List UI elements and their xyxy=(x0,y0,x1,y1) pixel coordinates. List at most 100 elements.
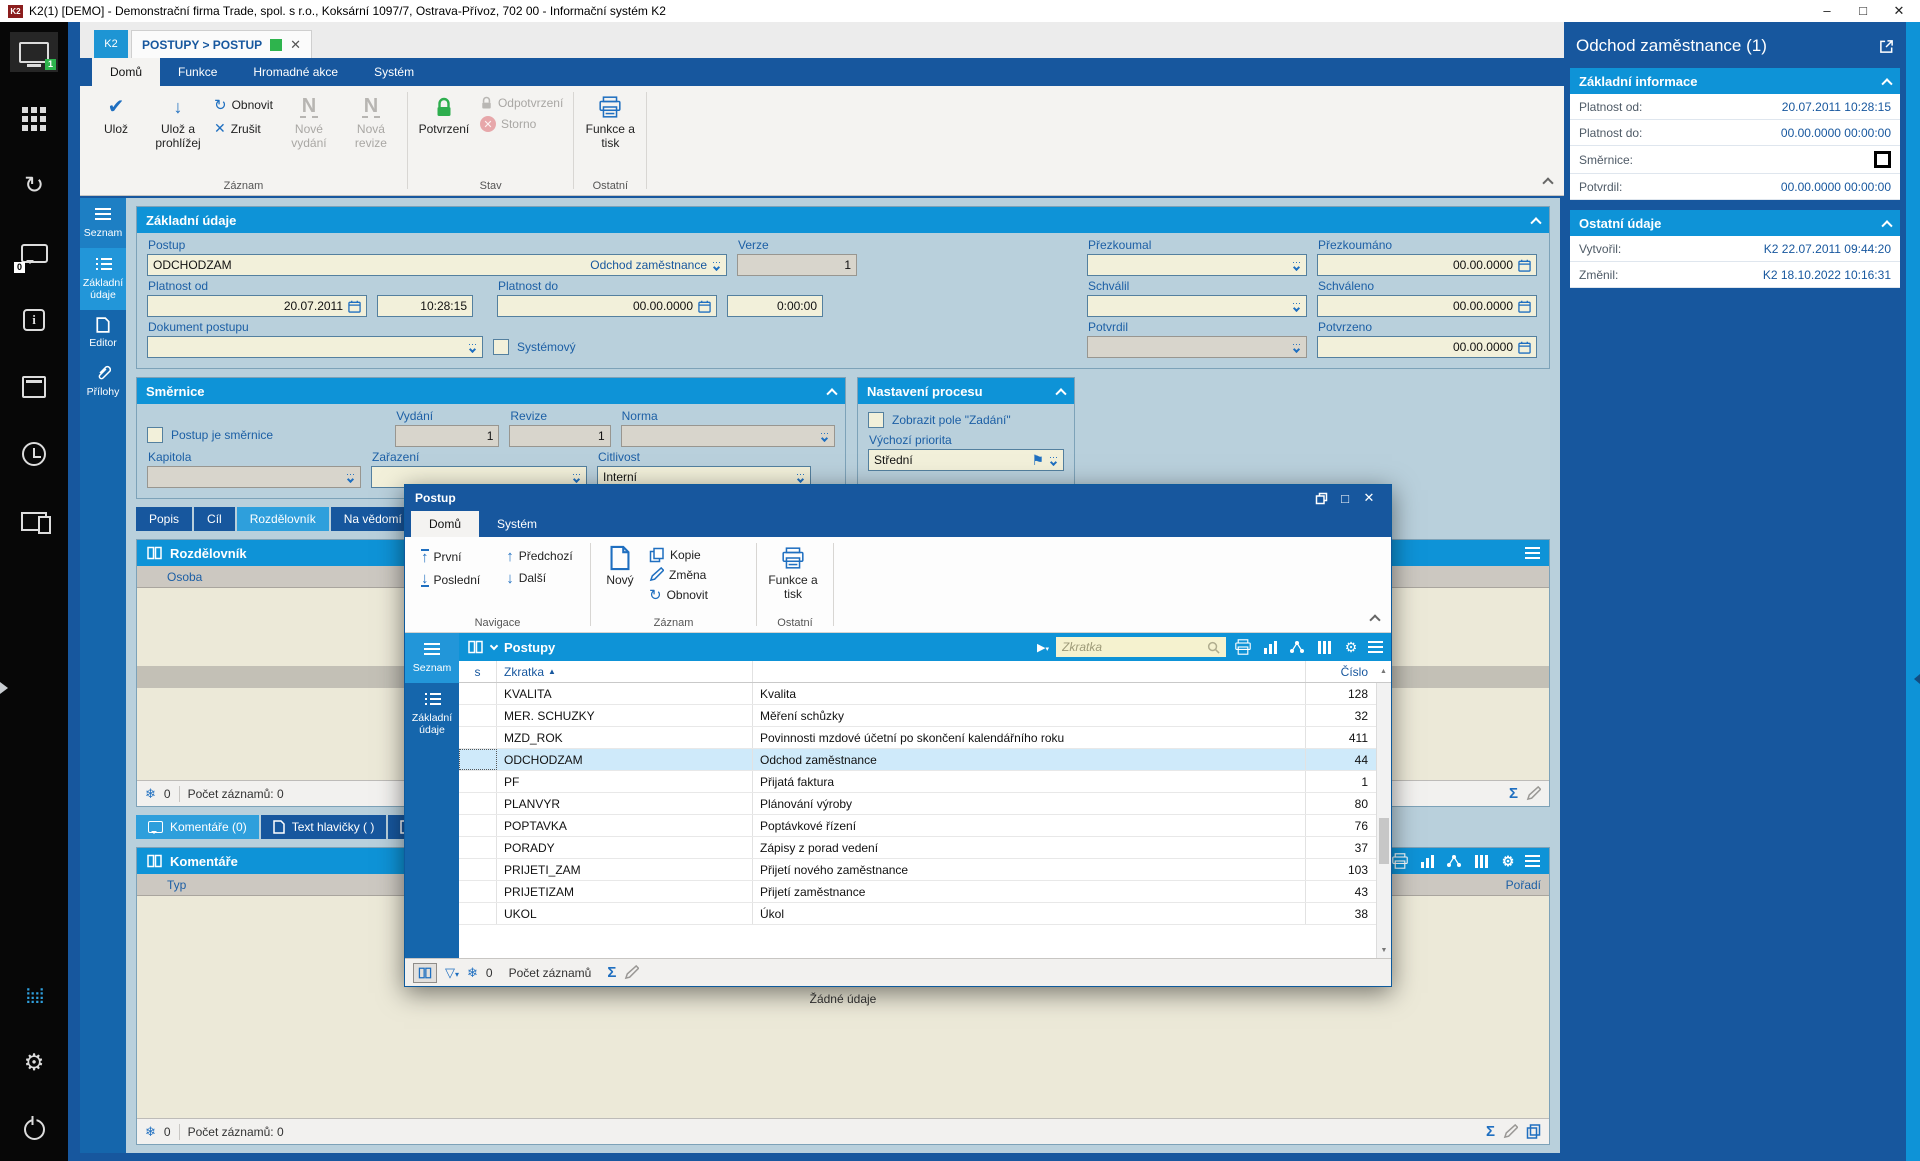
snowflake-icon[interactable]: ❄ xyxy=(145,785,156,801)
zobrazit-pole-zadani-checkbox[interactable] xyxy=(868,412,884,428)
tab-postupy-postup[interactable]: POSTUPY > POSTUP ✕ xyxy=(131,30,313,58)
expand-panel-arrow-icon[interactable] xyxy=(0,682,14,694)
table-row[interactable]: KVALITA Kvalita 128 xyxy=(459,683,1376,705)
search-box[interactable] xyxy=(1056,637,1226,657)
edit-icon[interactable] xyxy=(624,965,640,980)
dialog-nav-seznam[interactable]: Seznam xyxy=(405,633,459,684)
calendar-picker-icon[interactable] xyxy=(1518,341,1531,354)
ribbon-tab-hromadne-akce[interactable]: Hromadné akce xyxy=(253,65,339,79)
tab-text-hlavicky[interactable]: Text hlavičky ( ) xyxy=(260,815,387,839)
platnost-do-date-input[interactable]: 00.00.0000 xyxy=(497,295,717,317)
functions-print-button[interactable]: Funkce a tisk xyxy=(763,541,823,602)
platnost-od-date-input[interactable]: 20.07.2011 xyxy=(147,295,367,317)
tab-popis[interactable]: Popis xyxy=(136,507,193,531)
collapse-panel-icon[interactable] xyxy=(1530,217,1542,229)
new-issue-button[interactable]: N Nové vydání xyxy=(291,95,327,150)
calendar-picker-icon[interactable] xyxy=(1518,300,1531,313)
dropdown-icon[interactable]: ⋯ xyxy=(1292,299,1301,313)
new-revision-button[interactable]: N Nová revize xyxy=(354,95,387,150)
nav-item-seznam[interactable]: Seznam xyxy=(80,198,126,249)
dropdown-icon[interactable]: ⋯ xyxy=(712,258,721,272)
collapse-ribbon-icon[interactable] xyxy=(1369,614,1381,626)
dropdown-icon[interactable]: ⋯ xyxy=(820,429,829,443)
sidebar-item-desktop[interactable]: 1 xyxy=(10,32,58,72)
postup-input[interactable]: ODCHODZAM Odchod zaměstnance ⋯ xyxy=(147,254,727,276)
relations-icon[interactable] xyxy=(1444,852,1464,870)
change-button[interactable]: Změna xyxy=(649,567,708,582)
dropdown-icon[interactable]: ⋯ xyxy=(572,470,581,484)
potvrdil-input[interactable]: ⋯ xyxy=(1087,336,1307,358)
table-row-selected[interactable]: ODCHODZAM Odchod zaměstnance 44 xyxy=(459,749,1376,771)
sidebar-item-calendar[interactable] xyxy=(10,367,58,407)
calendar-picker-icon[interactable] xyxy=(348,300,361,313)
close-button[interactable]: ✕ xyxy=(1893,3,1905,18)
dialog-tab-domu[interactable]: Domů xyxy=(411,511,480,537)
collapse-section-icon[interactable] xyxy=(1881,78,1893,90)
kapitola-input[interactable]: ⋯ xyxy=(147,466,361,488)
potvrzeno-input[interactable]: 00.00.0000 xyxy=(1317,336,1537,358)
nav-item-zakladni-udaje[interactable]: Základní údaje xyxy=(80,248,126,311)
sidebar-item-devices[interactable] xyxy=(10,501,58,541)
dropdown-icon[interactable]: ⋯ xyxy=(468,340,477,354)
schvaleno-input[interactable]: 00.00.0000 xyxy=(1317,295,1537,317)
dokument-postupu-input[interactable]: ⋯ xyxy=(147,336,483,358)
sum-icon[interactable]: Σ xyxy=(1485,1123,1495,1140)
sidebar-item-k2-logo[interactable]: ⣷⣾ xyxy=(10,975,58,1015)
sidebar-item-modules[interactable] xyxy=(10,99,58,139)
table-row[interactable]: MZD_ROK Povinnosti mzdové účetní po skonč… xyxy=(459,727,1376,749)
print-icon[interactable] xyxy=(1233,638,1253,656)
functions-print-button[interactable]: Funkce a tisk xyxy=(580,90,640,151)
columns-icon[interactable] xyxy=(1471,852,1491,870)
sidebar-item-settings[interactable]: ⚙ xyxy=(10,1042,58,1082)
right-edge-strip[interactable] xyxy=(1906,22,1920,1161)
table-row[interactable]: PRIJETIZAM Přijetí zaměstnance 43 xyxy=(459,881,1376,903)
vychozi-priorita-input[interactable]: Střední ⚑ ⋯ xyxy=(868,449,1064,471)
minimize-button[interactable]: – xyxy=(1823,3,1831,18)
sidebar-item-time[interactable] xyxy=(10,434,58,474)
dialog-titlebar[interactable]: Postup □ ✕ xyxy=(405,485,1391,511)
dropdown-icon[interactable]: ⋯ xyxy=(1049,453,1058,467)
collapse-panel-icon[interactable] xyxy=(1055,388,1067,400)
collapse-section-icon[interactable] xyxy=(1881,220,1893,232)
columns-icon[interactable] xyxy=(1314,638,1334,656)
sidebar-item-messages[interactable]: 0 xyxy=(10,233,58,273)
confirm-button[interactable]: Potvrzení xyxy=(414,90,474,137)
postup-je-smernice-checkbox[interactable] xyxy=(147,427,163,443)
collapse-panel-arrow-icon[interactable] xyxy=(1909,674,1920,684)
search-input[interactable] xyxy=(1062,640,1203,654)
platnost-od-time-input[interactable]: 10:28:15 xyxy=(377,295,473,317)
print-icon[interactable] xyxy=(1390,852,1410,870)
table-row[interactable]: PORADY Zápisy z porad vedení 37 xyxy=(459,837,1376,859)
tab-rozdelovnik[interactable]: Rozdělovník xyxy=(236,507,329,531)
open-external-icon[interactable] xyxy=(1879,39,1894,54)
column-zkratka[interactable]: Zkratka ▲ xyxy=(497,661,753,682)
last-button[interactable]: ↓ Poslední xyxy=(421,570,481,587)
table-row[interactable]: PF Přijatá faktura 1 xyxy=(459,771,1376,793)
storno-button[interactable]: ✕ Storno xyxy=(479,116,563,132)
schvalil-input[interactable]: ⋯ xyxy=(1087,295,1307,317)
copy-icon[interactable] xyxy=(1526,1124,1541,1139)
nav-item-editor[interactable]: Editor xyxy=(80,310,126,358)
ribbon-tab-domu[interactable]: Domů xyxy=(92,58,161,86)
snowflake-icon[interactable]: ❄ xyxy=(145,1123,156,1139)
scroll-down-icon[interactable]: ▼ xyxy=(1380,947,1388,954)
edit-icon[interactable] xyxy=(1503,1124,1518,1139)
dialog-pin-icon[interactable] xyxy=(1309,492,1333,505)
maximize-button[interactable]: □ xyxy=(1859,3,1867,18)
relations-icon[interactable] xyxy=(1287,638,1307,656)
chevron-down-icon[interactable] xyxy=(489,641,499,650)
filter-icon[interactable]: ▽▾ xyxy=(445,964,460,980)
dropdown-icon[interactable]: ⋯ xyxy=(1292,340,1301,354)
tab-cil[interactable]: Cíl xyxy=(194,507,235,531)
tab-na-vedomi[interactable]: Na vědomí xyxy=(330,507,415,531)
sidebar-item-power[interactable] xyxy=(10,1109,58,1149)
scrollbar-thumb[interactable] xyxy=(1379,818,1389,865)
book-view-toggle[interactable] xyxy=(413,962,437,983)
dialog-tab-system[interactable]: Systém xyxy=(497,517,538,531)
menu-icon[interactable] xyxy=(1525,544,1540,562)
calendar-picker-icon[interactable] xyxy=(698,300,711,313)
column-s[interactable]: s xyxy=(459,661,497,682)
tab-komentare[interactable]: Komentáře (0) xyxy=(136,815,259,839)
dialog-maximize-icon[interactable]: □ xyxy=(1341,490,1349,506)
column-cislo[interactable]: Číslo xyxy=(1340,664,1368,679)
